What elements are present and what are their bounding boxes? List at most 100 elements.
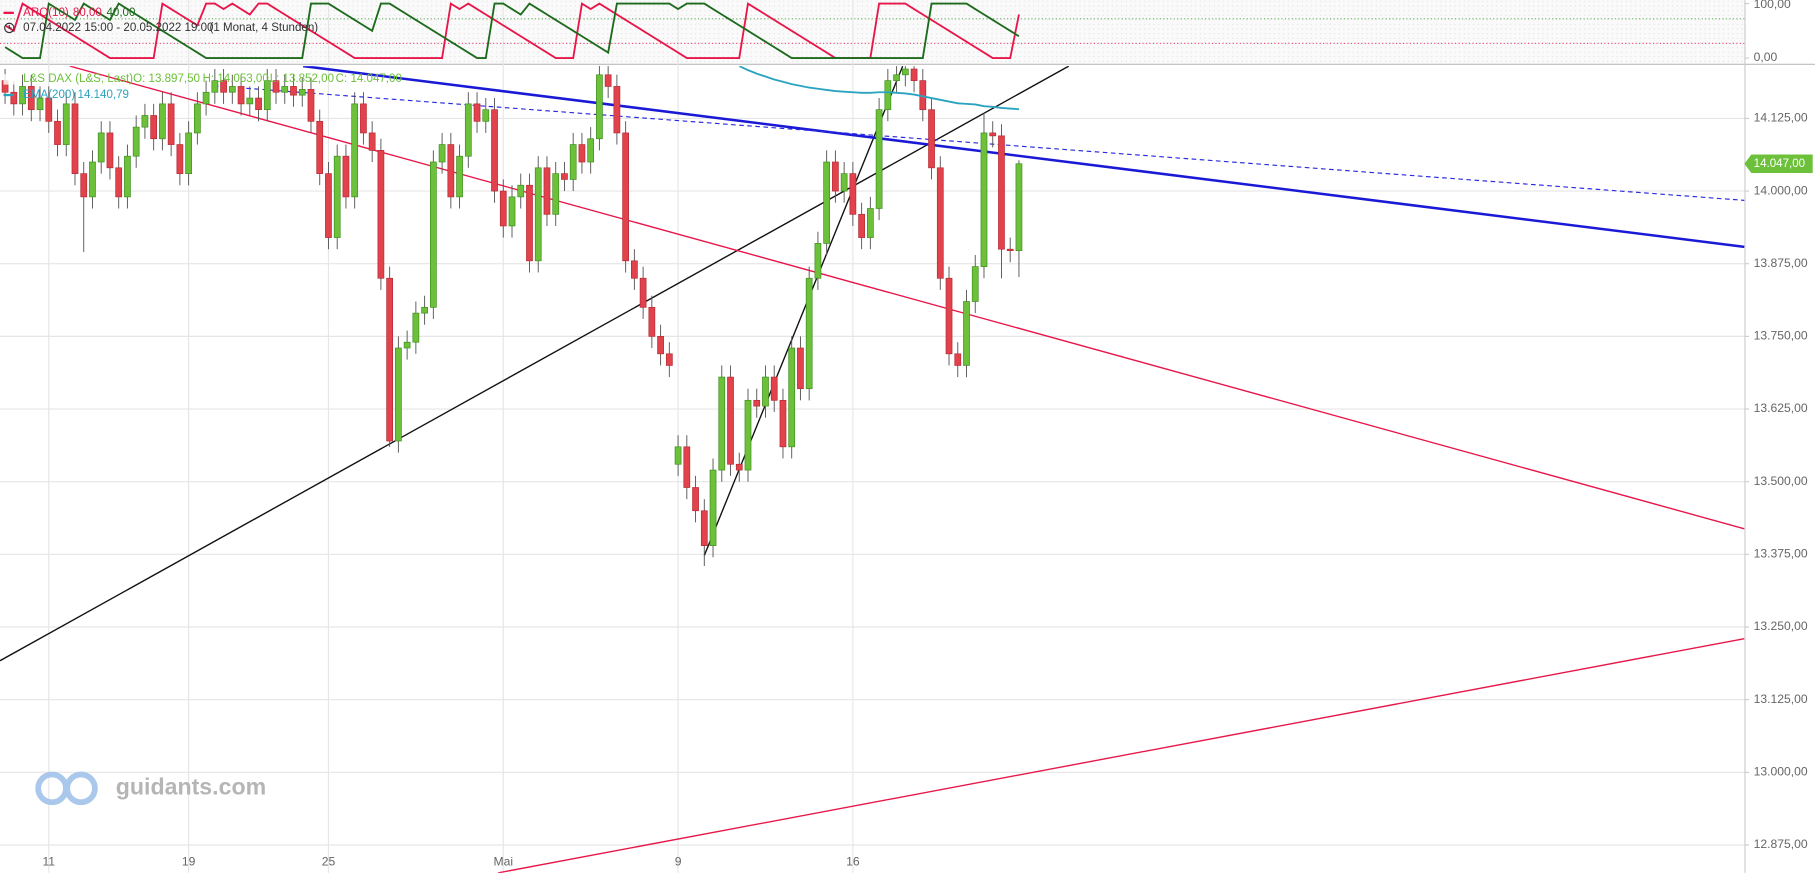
price-tag bbox=[1744, 154, 1813, 174]
candle-body bbox=[499, 190, 507, 227]
candle-body bbox=[665, 353, 673, 366]
candle-body bbox=[674, 446, 682, 465]
legend-value: 40,00 bbox=[106, 7, 135, 19]
y-tick-label: 13.000,00 bbox=[1754, 765, 1808, 779]
candle-body bbox=[508, 196, 516, 227]
legend-label: ARO(10) bbox=[23, 7, 69, 19]
candle-body bbox=[648, 306, 656, 337]
indicator-panel bbox=[0, 0, 1745, 64]
trend-line bbox=[497, 637, 1745, 873]
y-tick-label: 13.375,00 bbox=[1754, 547, 1808, 561]
candle-body bbox=[884, 80, 892, 111]
ema-line bbox=[738, 66, 1020, 111]
candle-body bbox=[290, 86, 297, 96]
candle-body bbox=[954, 353, 962, 366]
y-tick-label: 100,00 bbox=[1754, 0, 1791, 11]
candle-body bbox=[910, 68, 918, 81]
x-tick-label: Mai bbox=[493, 855, 513, 869]
candle-body bbox=[901, 68, 909, 76]
candle-body bbox=[62, 103, 70, 145]
candle-body bbox=[613, 86, 621, 134]
candle-body bbox=[805, 277, 813, 390]
candle-body bbox=[403, 341, 411, 349]
candle-body bbox=[150, 115, 158, 140]
y-tick-label: 13.125,00 bbox=[1754, 692, 1808, 706]
y-tick-label: 13.875,00 bbox=[1754, 256, 1808, 270]
candle-body bbox=[762, 376, 769, 407]
candle-body bbox=[744, 399, 752, 471]
candle-body bbox=[80, 173, 88, 198]
indicator-legend: ARO(10) 80,00 40,00 07.04.2022 15:00 - 2… bbox=[3, 7, 318, 34]
legend-value: C: 14.047,00 bbox=[336, 73, 402, 85]
candle-body bbox=[325, 173, 332, 238]
trend-line bbox=[703, 66, 904, 556]
candle-body bbox=[298, 88, 306, 96]
candle-body bbox=[220, 80, 227, 93]
candle-body bbox=[840, 173, 848, 192]
candle-body bbox=[237, 86, 245, 105]
candle-body bbox=[1006, 248, 1014, 251]
candle-body bbox=[54, 120, 61, 145]
candle-body bbox=[823, 161, 831, 244]
trend-line bbox=[69, 66, 1745, 530]
candle-body bbox=[989, 132, 997, 137]
candle-body bbox=[543, 167, 551, 215]
candle-body bbox=[473, 103, 481, 122]
candle-body bbox=[569, 144, 577, 180]
candle-body bbox=[604, 74, 612, 87]
candle-body bbox=[167, 103, 175, 145]
candle-body bbox=[132, 126, 140, 157]
trend-line bbox=[302, 66, 1745, 249]
candle-body bbox=[814, 243, 822, 279]
trend-line bbox=[0, 66, 1070, 662]
candle-body bbox=[447, 144, 455, 198]
candle-body bbox=[263, 80, 271, 111]
candle-body bbox=[159, 103, 166, 140]
y-tick-label: 13.500,00 bbox=[1754, 474, 1808, 488]
candle-body bbox=[421, 306, 428, 314]
candle-body bbox=[482, 109, 490, 122]
y-tick-label: 0,00 bbox=[1754, 50, 1778, 64]
candle-body bbox=[578, 144, 586, 163]
watermark-text: guidants.com bbox=[116, 773, 266, 799]
candle-body bbox=[377, 150, 385, 279]
y-tick-label: 12.875,00 bbox=[1754, 837, 1808, 851]
candle-body bbox=[89, 161, 96, 198]
candle-body bbox=[788, 347, 796, 448]
legend-label: L&S DAX (L&S, Last) bbox=[23, 73, 133, 85]
candle-body bbox=[657, 336, 664, 355]
clock-hands bbox=[8, 24, 12, 29]
candle-body bbox=[456, 155, 463, 198]
candle-body bbox=[185, 132, 192, 174]
candle-body bbox=[202, 91, 210, 105]
y-tick-label: 13.625,00 bbox=[1754, 401, 1808, 415]
candle-body bbox=[867, 208, 874, 238]
candle-body bbox=[255, 97, 262, 111]
candle-body bbox=[71, 103, 79, 174]
candle-body bbox=[228, 86, 236, 93]
candle-body bbox=[797, 347, 804, 390]
candle-body bbox=[639, 277, 647, 308]
grid bbox=[0, 0, 1745, 873]
candle-body bbox=[770, 376, 778, 401]
candle-body bbox=[124, 155, 131, 198]
candle-body bbox=[333, 155, 341, 238]
candle-body bbox=[429, 161, 437, 308]
candle-body bbox=[10, 91, 18, 105]
axes: 11 19 25 Mai 9 16 14.125,00 14.000,00 13.875,00 1… bbox=[42, 0, 1813, 869]
legend-value: 80,00 bbox=[73, 7, 102, 19]
aroon-line bbox=[4, 2, 1020, 59]
candle-body bbox=[622, 132, 629, 262]
candle-body bbox=[526, 184, 533, 262]
candle-body bbox=[631, 260, 638, 279]
candle-body bbox=[36, 97, 44, 111]
candle-body bbox=[998, 135, 1005, 250]
candle-body bbox=[395, 347, 402, 442]
candle-body bbox=[832, 161, 839, 192]
legend-bg bbox=[3, 74, 16, 85]
candle-body bbox=[45, 97, 53, 122]
candle-body bbox=[342, 155, 350, 198]
candle-body bbox=[561, 173, 568, 180]
candle-body bbox=[193, 103, 201, 134]
